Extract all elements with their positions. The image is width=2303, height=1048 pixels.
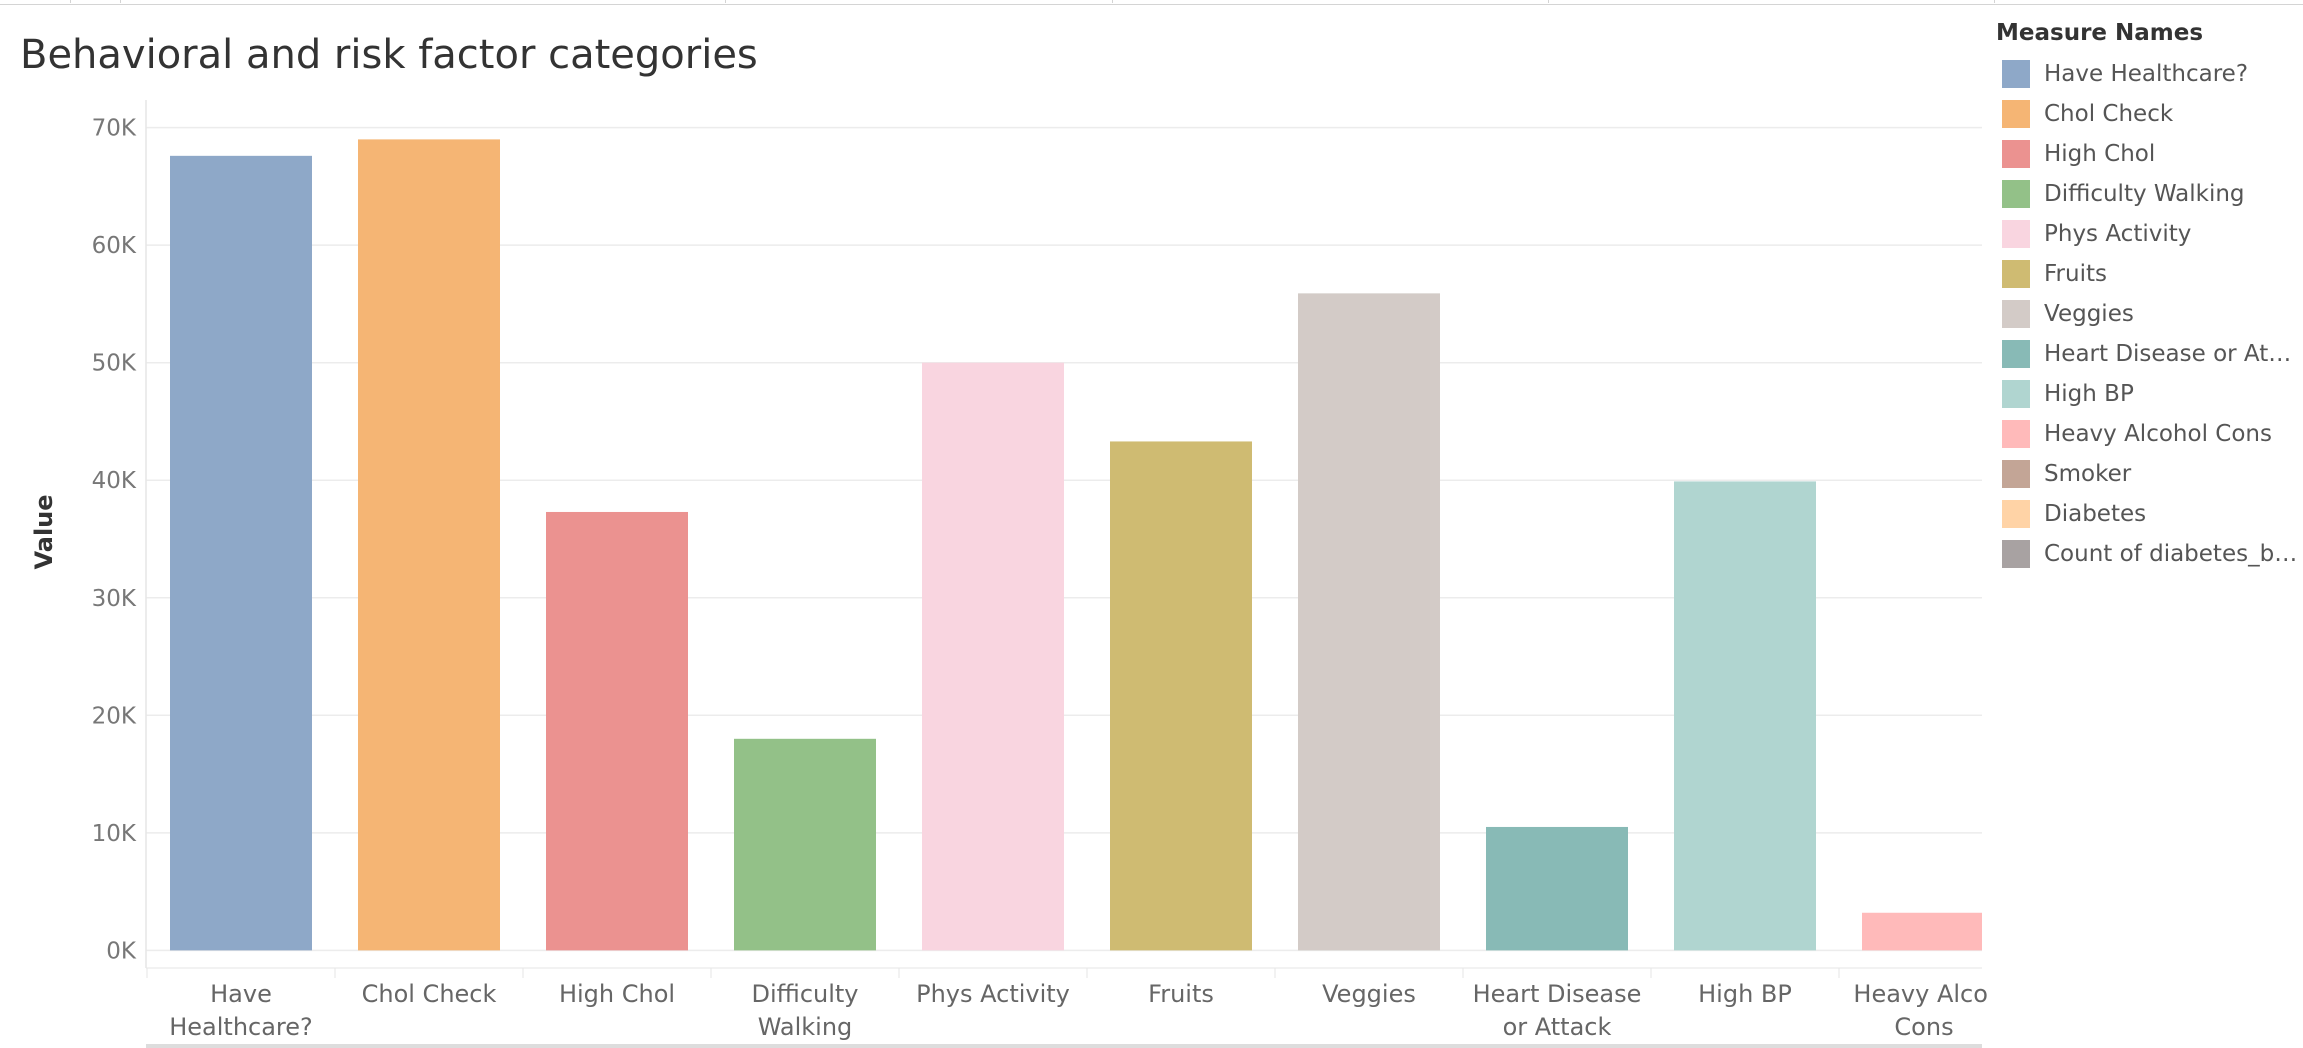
tab-divider <box>120 0 121 3</box>
legend-item[interactable]: Difficulty Walking <box>1996 174 2303 214</box>
legend-label: Fruits <box>2044 261 2107 287</box>
legend-item[interactable]: Fruits <box>1996 254 2303 294</box>
legend-label: Heavy Alcohol Cons <box>2044 421 2272 447</box>
x-tick-label: Have <box>210 980 272 1008</box>
bar-have-healthcare-[interactable] <box>170 155 312 951</box>
tab-divider <box>70 0 71 3</box>
bar-high-bp[interactable] <box>1674 481 1816 951</box>
bar-high-chol[interactable] <box>546 511 688 951</box>
legend-item[interactable]: High Chol <box>1996 134 2303 174</box>
bar-fruits[interactable] <box>1110 441 1252 951</box>
legend-label: Veggies <box>2044 301 2134 327</box>
legend-swatch <box>2002 380 2030 408</box>
bar-chart: 0K 10K 20K 30K 40K 50K 60K 70K Value Have Healthca… <box>30 100 1990 1048</box>
x-tick-label: Phys Activity <box>916 980 1070 1008</box>
x-tick-label: Veggies <box>1322 980 1416 1008</box>
bar-heart-disease-or-attack[interactable] <box>1486 826 1628 951</box>
legend-label: Smoker <box>2044 461 2132 487</box>
x-tick-label: Fruits <box>1148 980 1214 1008</box>
bar-veggies[interactable] <box>1298 293 1440 951</box>
y-tick-label: 60K <box>92 233 137 259</box>
x-tick-label: Heavy Alcol <box>1853 980 1990 1008</box>
legend-items: Have Healthcare? Chol Check High Chol Diffi… <box>1996 54 2303 574</box>
legend-label: High Chol <box>2044 141 2156 167</box>
bar-phys-activity[interactable] <box>922 362 1064 951</box>
legend-title: Measure Names <box>1996 20 2204 46</box>
legend-swatch <box>2002 500 2030 528</box>
legend-swatch <box>2002 220 2030 248</box>
chart-title: Behavioral and risk factor categories <box>20 32 758 78</box>
legend-swatch <box>2002 100 2030 128</box>
y-axis-title: Value <box>30 494 58 569</box>
y-tick-label: 70K <box>92 116 137 142</box>
legend-swatch <box>2002 260 2030 288</box>
y-tick-label: 50K <box>92 351 137 377</box>
legend-swatch <box>2002 60 2030 88</box>
legend-swatch <box>2002 420 2030 448</box>
legend-item[interactable]: Heart Disease or Atta... <box>1996 334 2303 374</box>
legend-label: Diabetes <box>2044 501 2147 527</box>
legend-label: High BP <box>2044 381 2134 407</box>
legend-label: Difficulty Walking <box>2044 181 2245 207</box>
x-tick-label: or Attack <box>1503 1013 1612 1041</box>
y-tick-label: 30K <box>92 586 137 612</box>
legend-swatch <box>2002 460 2030 488</box>
worksheet-tab-strip <box>0 0 2303 5</box>
bar-heavy-alcohol-cons[interactable] <box>1862 912 1982 951</box>
y-tick-label: 10K <box>92 821 137 847</box>
tab-divider <box>1548 0 1549 3</box>
legend-swatch <box>2002 140 2030 168</box>
legend-item[interactable]: Diabetes <box>1996 494 2303 534</box>
legend-label: Phys Activity <box>2044 221 2192 247</box>
legend-item[interactable]: Smoker <box>1996 454 2303 494</box>
legend-swatch <box>2002 540 2030 568</box>
x-tick-label: Healthcare? <box>169 1013 313 1041</box>
legend-item[interactable]: Count of diabetes_bi... <box>1996 534 2303 574</box>
legend-swatch <box>2002 340 2030 368</box>
legend-label: Heart Disease or Atta... <box>2044 341 2299 367</box>
bar-difficulty-walking[interactable] <box>734 738 876 951</box>
tab-divider <box>1112 0 1113 3</box>
legend-swatch <box>2002 180 2030 208</box>
x-tick-label: High BP <box>1698 980 1792 1008</box>
legend: Measure Names Have Healthcare? Chol Check… <box>1996 18 2303 574</box>
x-tick-label: Walking <box>758 1013 853 1041</box>
x-tick-label: Chol Check <box>362 980 497 1008</box>
y-tick-label: 20K <box>92 703 137 729</box>
x-tick-label: High Chol <box>559 980 675 1008</box>
legend-item[interactable]: Veggies <box>1996 294 2303 334</box>
tab-divider <box>725 0 726 3</box>
legend-item[interactable]: High BP <box>1996 374 2303 414</box>
legend-item[interactable]: Heavy Alcohol Cons <box>1996 414 2303 454</box>
legend-item[interactable]: Have Healthcare? <box>1996 54 2303 94</box>
horizontal-scrollbar[interactable] <box>146 1044 1982 1048</box>
x-tick-label: Difficulty <box>751 980 858 1008</box>
x-tick-label: Cons <box>1894 1013 1953 1041</box>
y-tick-label: 0K <box>106 938 137 964</box>
legend-swatch <box>2002 300 2030 328</box>
legend-label: Count of diabetes_bi... <box>2044 541 2299 567</box>
tab-divider <box>1994 0 1995 3</box>
bar-chol-check[interactable] <box>358 139 500 951</box>
legend-item[interactable]: Phys Activity <box>1996 214 2303 254</box>
legend-label: Chol Check <box>2044 101 2174 127</box>
x-tick-label: Heart Disease <box>1473 980 1642 1008</box>
legend-label: Have Healthcare? <box>2044 61 2249 87</box>
legend-item[interactable]: Chol Check <box>1996 94 2303 134</box>
y-tick-label: 40K <box>92 468 137 494</box>
